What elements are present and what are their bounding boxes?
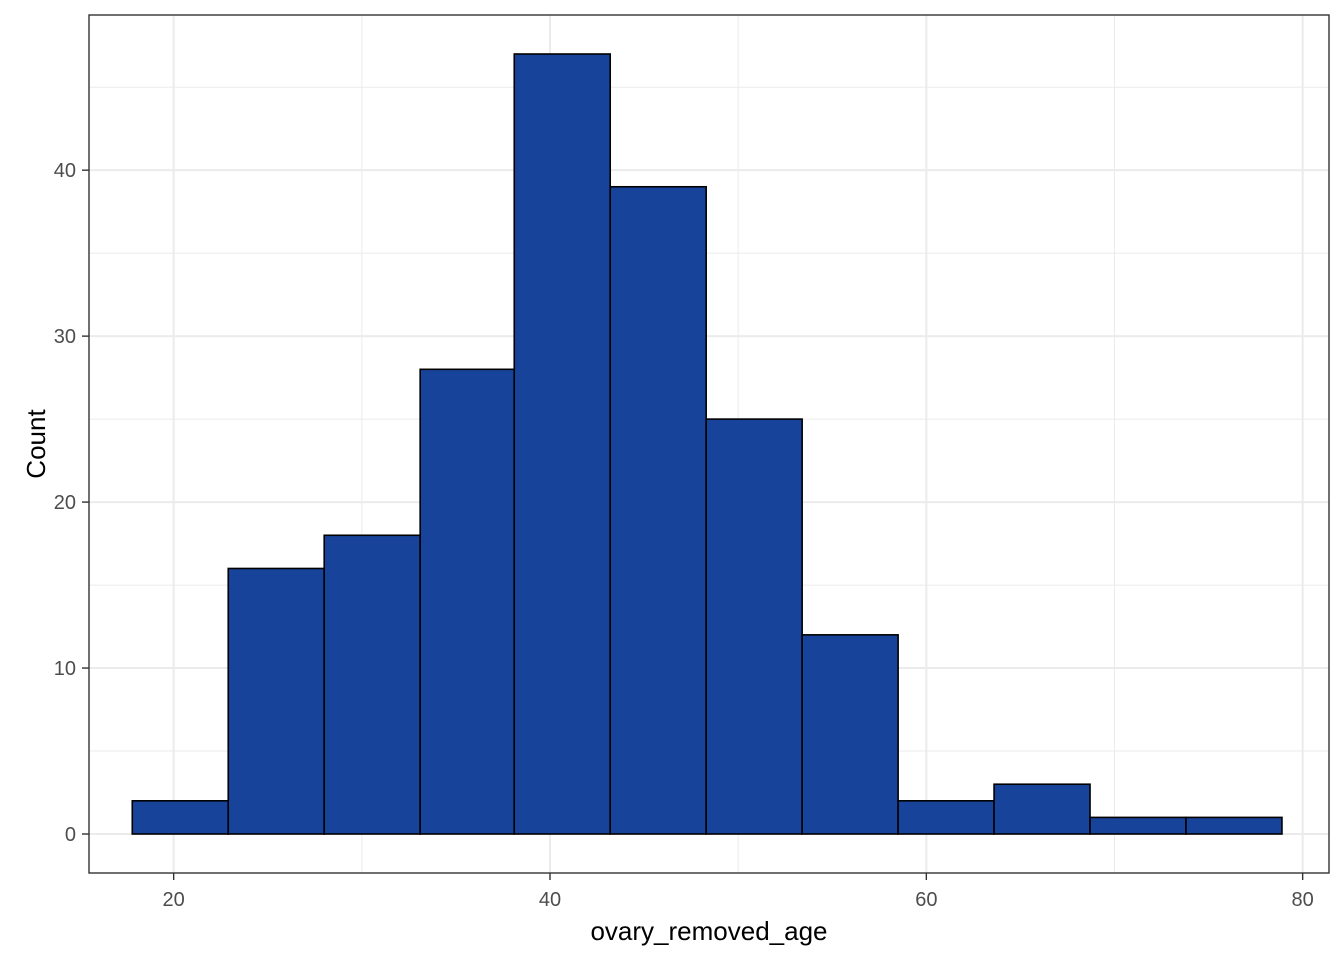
- histogram-bar: [1089, 816, 1187, 835]
- histogram-bar: [131, 800, 230, 835]
- x-axis: 20 40 60 80: [163, 873, 1314, 911]
- histogram-bars: [131, 53, 1283, 835]
- x-tick-label: 20: [163, 889, 185, 911]
- histogram-bar: [1185, 816, 1283, 835]
- histogram-bar: [513, 53, 612, 835]
- y-tick-label: 30: [54, 326, 76, 348]
- x-tick-label: 80: [1292, 889, 1314, 911]
- histogram-bar: [897, 800, 995, 835]
- y-tick-label: 0: [65, 824, 76, 846]
- y-tick-label: 40: [54, 160, 76, 182]
- histogram-bar: [801, 634, 899, 835]
- histogram-bar: [323, 534, 421, 835]
- x-tick-label: 60: [915, 889, 937, 911]
- y-axis: 0 10 20 30 40: [54, 160, 89, 846]
- histogram-bar: [419, 368, 516, 835]
- y-tick-label: 10: [54, 658, 76, 680]
- x-axis-title: ovary_removed_age: [590, 916, 827, 946]
- x-tick-label: 40: [539, 889, 561, 911]
- y-tick-label: 20: [54, 492, 76, 514]
- histogram-bar: [609, 185, 707, 835]
- histogram-bar: [705, 418, 803, 835]
- y-axis-title: Count: [21, 409, 51, 479]
- histogram-bar: [227, 567, 326, 835]
- histogram-bar: [993, 783, 1091, 835]
- panel-border: [88, 14, 1330, 874]
